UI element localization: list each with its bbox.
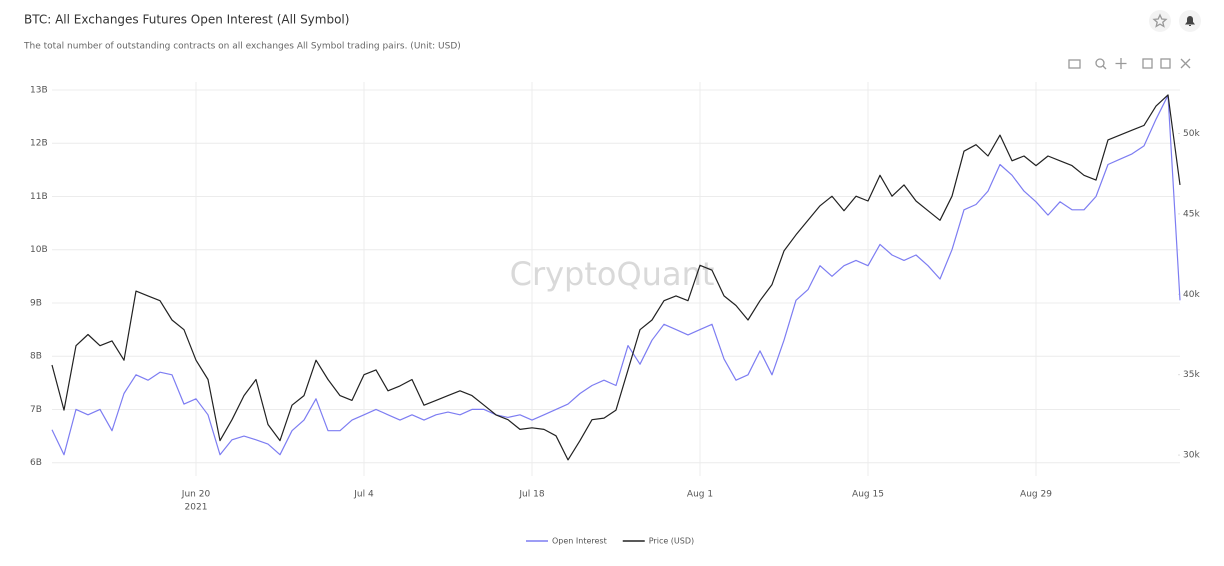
header-buttons bbox=[1149, 10, 1201, 32]
legend: Open Interest Price (USD) bbox=[526, 537, 694, 546]
series-line bbox=[51, 94, 1181, 461]
reset-button[interactable] bbox=[1180, 58, 1191, 69]
legend-item[interactable]: Price (USD) bbox=[622, 537, 694, 546]
y2-tick-label: 40k bbox=[1183, 290, 1200, 300]
chart-title: BTC: All Exchanges Futures Open Interest… bbox=[24, 13, 349, 27]
y2-tick-label: 35k bbox=[1183, 370, 1200, 380]
zoom-out-button[interactable] bbox=[1160, 58, 1171, 69]
x-tick-label: Aug 1 bbox=[687, 490, 713, 500]
y2-tick-label: 45k bbox=[1183, 209, 1200, 219]
y-tick-label: 6B bbox=[30, 458, 42, 468]
x-tick-label: Aug 29 bbox=[1020, 490, 1052, 500]
y-tick-label: 7B bbox=[30, 405, 42, 415]
x-tick-label: Jul 18 bbox=[518, 490, 544, 500]
legend-label: Price (USD) bbox=[649, 537, 694, 546]
series-line bbox=[51, 94, 1181, 456]
y-tick-label: 12B bbox=[30, 139, 48, 149]
y-tick-label: 8B bbox=[30, 352, 42, 362]
star-icon bbox=[1152, 13, 1168, 28]
y-tick-label: 13B bbox=[30, 85, 48, 95]
favorite-button[interactable] bbox=[1149, 10, 1171, 32]
y-tick-label: 10B bbox=[30, 245, 48, 255]
modebar bbox=[1068, 58, 1191, 70]
x-tick-label: Aug 15 bbox=[852, 490, 884, 500]
y2-tick-label: 30k bbox=[1183, 451, 1200, 461]
x-tick-sublabel: 2021 bbox=[185, 503, 208, 513]
legend-item[interactable]: Open Interest bbox=[526, 537, 607, 546]
camera-button[interactable] bbox=[1068, 59, 1081, 69]
legend-label: Open Interest bbox=[552, 537, 607, 546]
y-tick-label: 9B bbox=[30, 298, 42, 308]
chart-subtitle: The total number of outstanding contract… bbox=[23, 42, 461, 52]
x-tick-label: Jun 20 bbox=[181, 490, 211, 500]
y-tick-label: 11B bbox=[30, 192, 48, 202]
zoom-handle bbox=[1102, 65, 1107, 70]
bell-icon bbox=[1185, 16, 1195, 26]
pan-button[interactable] bbox=[1115, 58, 1127, 69]
y2-tick-label: 50k bbox=[1183, 129, 1200, 139]
watermark: CryptoQuant bbox=[510, 255, 715, 293]
zoom-in-button[interactable] bbox=[1142, 58, 1153, 69]
x-tick-label: Jul 4 bbox=[353, 490, 374, 500]
zoom-button[interactable] bbox=[1095, 58, 1105, 68]
